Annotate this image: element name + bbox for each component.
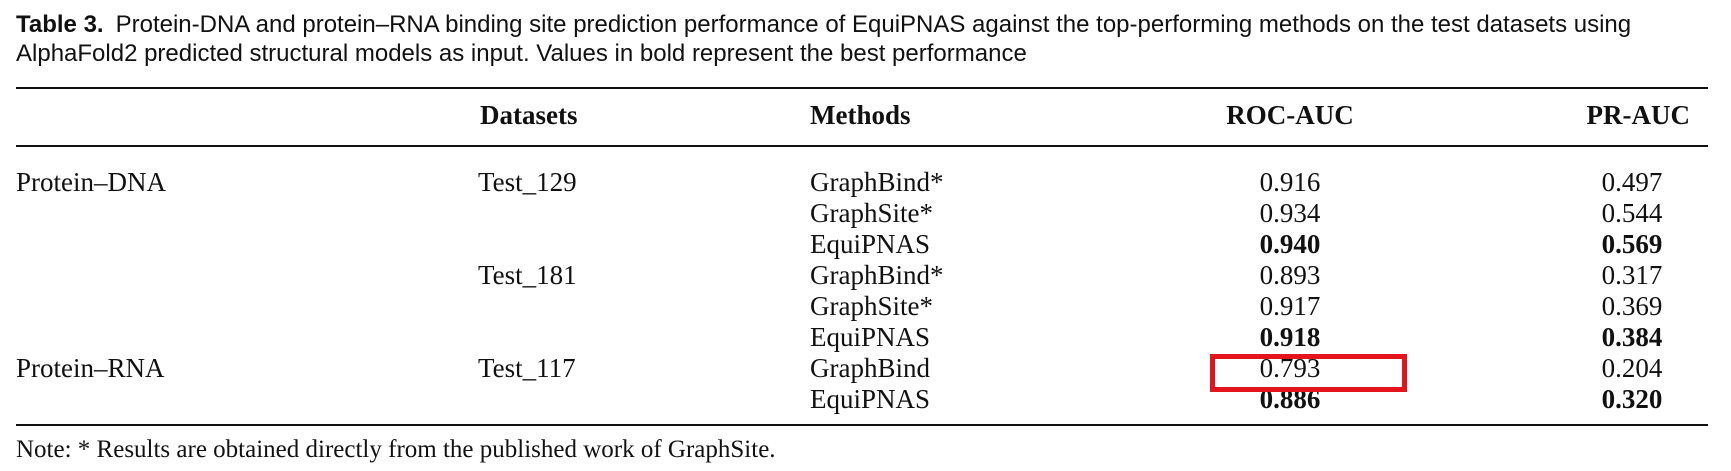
header-methods: Methods [810, 100, 911, 130]
roc-auc-value-best: 0.940 [1259, 229, 1321, 259]
header-pr-auc: PR-AUC [1586, 100, 1690, 130]
task-label: Protein–DNA [16, 167, 166, 197]
dataset-label: Test_181 [478, 260, 577, 290]
method-label: EquiPNAS [810, 229, 931, 259]
table-label: Table 3. [16, 11, 104, 38]
method-label: GraphBind [810, 353, 930, 383]
method-label: EquiPNAS [810, 322, 931, 352]
roc-auc-value: 0.893 [1259, 260, 1321, 290]
roc-auc-value: 0.934 [1259, 198, 1321, 228]
pr-auc-value: 0.544 [1601, 198, 1663, 228]
method-label: GraphSite* [810, 291, 933, 321]
dataset-label: Test_129 [478, 167, 577, 197]
pr-auc-value-best: 0.384 [1601, 322, 1663, 352]
pr-auc-value-best: 0.569 [1601, 229, 1663, 259]
pr-auc-value: 0.317 [1601, 260, 1663, 290]
caption-text: Protein-DNA and protein–RNA binding site… [16, 11, 1632, 67]
roc-auc-value: 0.917 [1259, 291, 1321, 321]
pr-auc-value-best: 0.320 [1601, 384, 1663, 414]
roc-auc-value-best: 0.918 [1259, 322, 1321, 352]
header-datasets: Datasets [480, 100, 578, 130]
task-label: Protein–RNA [16, 353, 165, 383]
method-label: GraphSite* [810, 198, 933, 228]
header-roc-auc: ROC-AUC [1226, 100, 1354, 130]
roc-auc-value: 0.916 [1259, 167, 1321, 197]
method-label: GraphBind* [810, 167, 944, 197]
highlight-box [1210, 354, 1407, 392]
method-label: GraphBind* [810, 260, 944, 290]
header-rule [16, 145, 1708, 147]
pr-auc-value: 0.369 [1601, 291, 1663, 321]
pr-auc-value: 0.204 [1601, 353, 1663, 383]
top-rule [16, 87, 1708, 89]
method-label: EquiPNAS [810, 384, 931, 414]
pr-auc-value: 0.497 [1601, 167, 1663, 197]
dataset-label: Test_117 [478, 353, 576, 383]
table-note: Note: * Results are obtained directly fr… [16, 436, 776, 463]
table-caption: Table 3. Protein-DNA and protein–RNA bind… [16, 10, 1716, 68]
bottom-rule [16, 424, 1708, 426]
